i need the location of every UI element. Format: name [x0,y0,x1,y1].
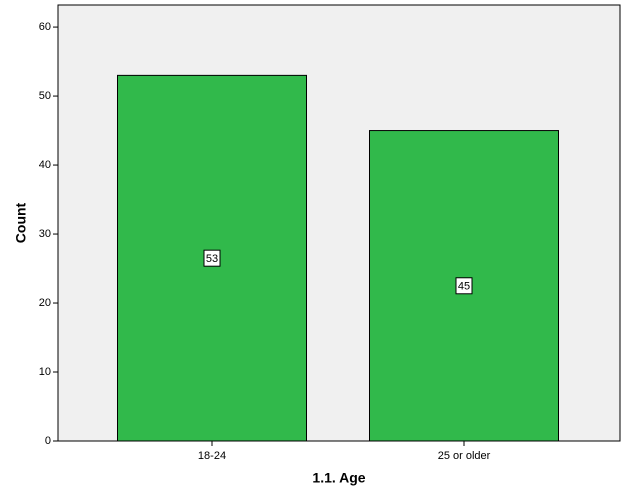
x-axis-title: 1.1. Age [312,470,365,486]
value-label-box [203,249,221,267]
y-tick-label: 40 [39,159,51,171]
value-label: 45 [458,281,470,293]
y-tick-label: 60 [39,21,51,33]
bar [369,130,559,442]
y-tick-label: 0 [45,435,51,447]
value-label-box [455,277,473,295]
y-tick-label: 30 [39,228,51,240]
y-tick-label: 50 [39,90,51,102]
y-tick-label: 10 [39,366,51,378]
y-tick-label: 20 [39,297,51,309]
x-tick-label: 18-24 [198,450,226,462]
y-axis-title: Count [13,202,29,243]
x-tick-label: 25 or older [438,450,491,462]
value-label: 53 [206,253,218,265]
